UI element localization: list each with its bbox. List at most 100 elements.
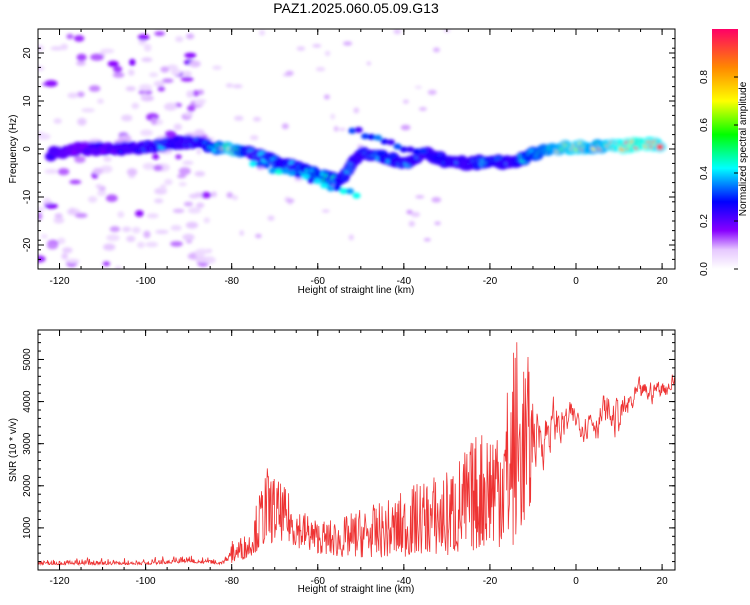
x-tick-label: -100 bbox=[136, 276, 156, 287]
noise-blob bbox=[324, 50, 331, 57]
ridge-branch bbox=[361, 133, 370, 140]
noise-blob bbox=[44, 169, 59, 174]
noise-blob bbox=[178, 167, 191, 176]
noise-blob bbox=[100, 48, 115, 54]
noise-blob bbox=[97, 190, 107, 197]
colorbar-tick-label: 0.8 bbox=[699, 70, 710, 84]
colorbar-ticks: 0.0 0.2 0.4 0.6 0.8 bbox=[699, 70, 738, 276]
ridge-core bbox=[656, 144, 664, 150]
noise-blob bbox=[109, 226, 121, 233]
noise-blob bbox=[46, 242, 59, 250]
ridge-branch bbox=[380, 138, 389, 145]
colorbar-label: Normalized spectral amplitude bbox=[738, 81, 749, 216]
noise-blob bbox=[172, 208, 185, 213]
noise-blob bbox=[338, 127, 346, 131]
ridge-branch bbox=[346, 188, 354, 195]
noise-blob bbox=[153, 164, 163, 171]
ridge-branch bbox=[348, 127, 357, 134]
ridge-branch bbox=[419, 148, 428, 155]
snr-border bbox=[37, 329, 676, 571]
noise-blob bbox=[107, 60, 119, 67]
ridge-branch bbox=[438, 155, 447, 162]
noise-blob bbox=[178, 182, 187, 187]
noise-blob bbox=[76, 60, 86, 66]
noise-blob bbox=[44, 203, 58, 209]
noise-blob bbox=[157, 86, 165, 92]
y-tick-label: 0 bbox=[22, 146, 33, 152]
noise-blob bbox=[154, 198, 164, 204]
noise-blob bbox=[87, 196, 98, 203]
spectrogram-y-label: Frequency (Hz) bbox=[8, 115, 19, 184]
noise-blob bbox=[196, 149, 201, 155]
noise-blob bbox=[434, 221, 441, 226]
noise-blob bbox=[414, 85, 422, 89]
ridge-branch bbox=[275, 168, 283, 175]
ridge-branch bbox=[399, 146, 408, 153]
ridge-branch bbox=[268, 167, 277, 174]
spectrogram-x-label: Height of straight line (km) bbox=[298, 285, 415, 296]
noise-blob bbox=[131, 102, 140, 109]
noise-blob bbox=[423, 238, 431, 242]
noise-blob bbox=[138, 89, 153, 95]
noise-blob bbox=[126, 168, 138, 176]
noise-blob bbox=[57, 237, 66, 245]
noise-blob bbox=[154, 31, 165, 36]
ridge-branch bbox=[300, 173, 309, 180]
noise-blob bbox=[53, 217, 65, 224]
noise-blob bbox=[66, 33, 74, 40]
noise-blob bbox=[175, 36, 184, 43]
noise-blob bbox=[195, 256, 209, 263]
noise-blob bbox=[433, 47, 440, 53]
noise-blob bbox=[141, 57, 153, 62]
noise-blob bbox=[115, 265, 122, 269]
x-tick-label: -120 bbox=[50, 276, 70, 287]
noise-blob bbox=[61, 252, 69, 260]
colorbar-tick-label: 0.0 bbox=[699, 262, 710, 276]
noise-blob bbox=[353, 107, 360, 114]
ridge-branch bbox=[249, 160, 258, 167]
noise-blob bbox=[184, 112, 194, 117]
noise-blob bbox=[234, 115, 244, 121]
noise-blob bbox=[267, 215, 275, 221]
noise-blob bbox=[195, 252, 205, 258]
noise-blob bbox=[164, 130, 177, 138]
ridge-branch bbox=[326, 185, 335, 192]
noise-blob bbox=[194, 171, 206, 177]
noise-blob bbox=[43, 197, 51, 203]
noise-blob bbox=[145, 241, 159, 248]
noise-blob bbox=[187, 105, 196, 112]
noise-blob bbox=[126, 235, 136, 242]
y-tick-label: 1000 bbox=[22, 516, 33, 539]
noise-blob bbox=[255, 233, 262, 239]
snr-x-label: Height of straight line (km) bbox=[298, 584, 415, 595]
noise-blob bbox=[187, 207, 202, 214]
colorbar-tick-label: 0.4 bbox=[699, 166, 710, 180]
noise-blob bbox=[74, 156, 86, 163]
noise-blob bbox=[137, 241, 145, 249]
noise-blob bbox=[137, 34, 150, 41]
colorbar-gradient bbox=[712, 29, 738, 269]
noise-blob bbox=[393, 29, 402, 35]
x-tick-label: -120 bbox=[50, 576, 70, 587]
x-tick-label: -20 bbox=[483, 276, 498, 287]
noise-blob bbox=[121, 114, 133, 122]
noise-blob bbox=[135, 210, 144, 217]
snr-series-line bbox=[38, 342, 675, 567]
snr-y-ticks: 1000 2000 3000 4000 5000 bbox=[22, 333, 675, 571]
noise-blob bbox=[173, 123, 183, 131]
figure-title: PAZ1.2025.060.05.09.G13 bbox=[273, 0, 439, 16]
noise-blob bbox=[159, 184, 167, 191]
x-tick-label: -40 bbox=[397, 276, 412, 287]
noise-blob bbox=[143, 43, 152, 52]
noise-blob bbox=[128, 69, 135, 76]
noise-blob bbox=[183, 201, 193, 207]
noise-blob bbox=[192, 90, 200, 97]
noise-blob bbox=[162, 78, 174, 83]
noise-blob bbox=[153, 80, 165, 87]
noise-blob bbox=[194, 129, 205, 136]
ridge-branch bbox=[255, 161, 264, 168]
x-tick-label: -20 bbox=[483, 576, 498, 587]
noise-blob bbox=[175, 154, 182, 160]
noise-blob bbox=[106, 234, 120, 242]
